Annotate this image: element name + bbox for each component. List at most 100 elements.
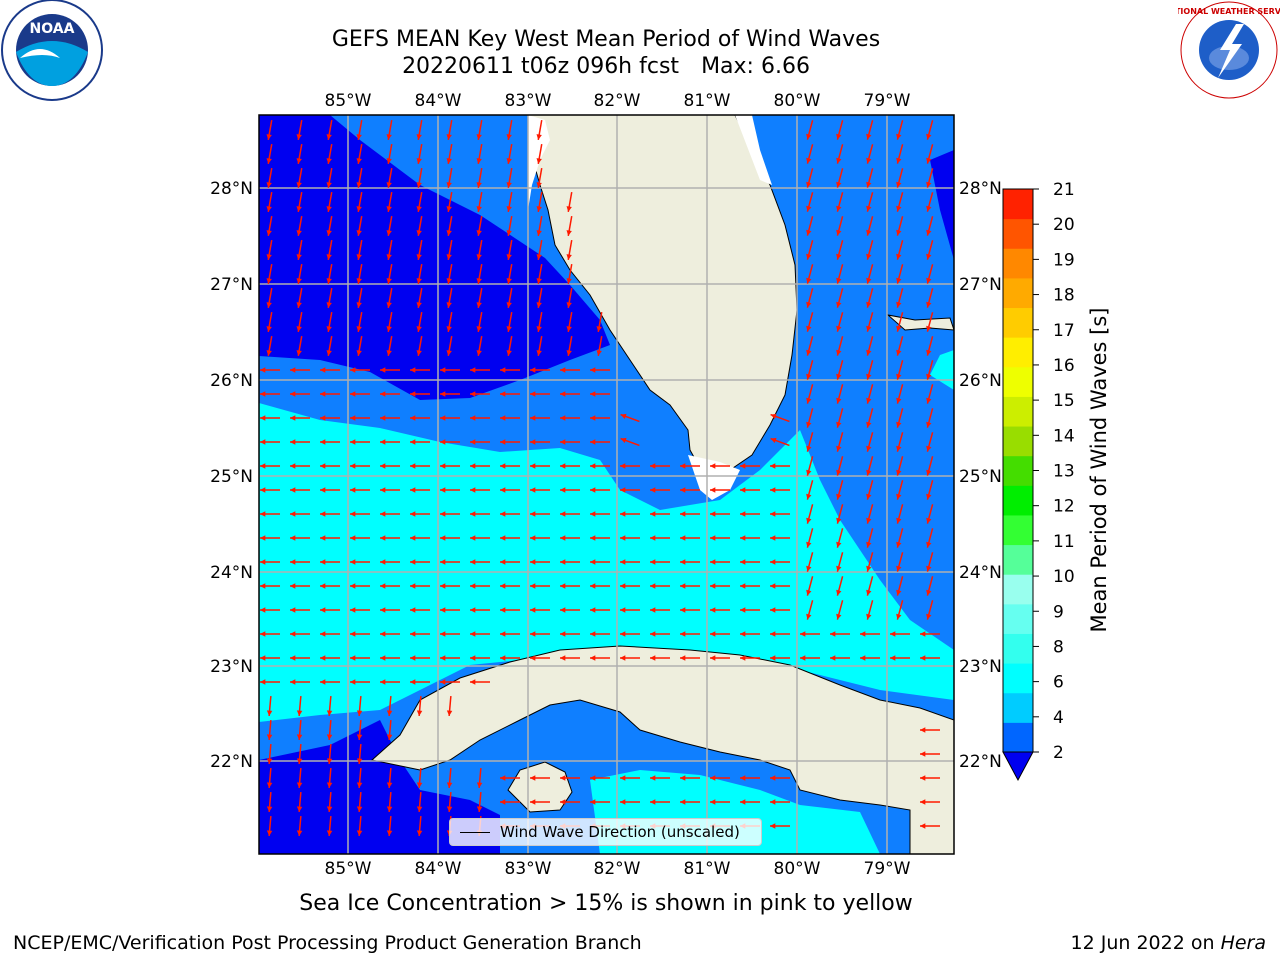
wind-wave-arrow-head: [446, 278, 452, 284]
wind-wave-arrow-head: [380, 607, 386, 613]
wind-wave-arrow-head: [596, 326, 602, 332]
wind-wave-arrow-head: [350, 487, 356, 493]
wind-wave-arrow-head: [410, 439, 416, 445]
wind-wave-arrow-head: [590, 535, 596, 541]
wind-wave-arrow-head: [326, 782, 333, 788]
wind-wave-arrow-head: [266, 158, 272, 164]
wind-wave-arrow-head: [266, 350, 272, 356]
coast-buffer-2: [735, 115, 772, 185]
wind-wave-arrow-head: [560, 367, 566, 373]
wind-wave-arrow-head: [296, 134, 302, 140]
wind-wave-arrow-head: [530, 631, 536, 637]
legend-line-sample: [460, 832, 490, 833]
wind-wave-arrow-head: [530, 775, 536, 781]
wind-wave-arrow-head: [296, 782, 303, 788]
wind-wave-arrow-head: [350, 559, 356, 565]
wind-wave-arrow-head: [896, 517, 902, 524]
colorbar-tick-label: 15: [1053, 391, 1075, 411]
wind-wave-arrow-head: [476, 182, 482, 188]
colorbar-segment: [1003, 218, 1033, 249]
wind-wave-arrow-head: [416, 806, 423, 812]
wind-wave-arrow-head: [866, 541, 872, 548]
lat-label: 22°N: [210, 752, 253, 772]
nws-logo-text: NATIONAL WEATHER SERVICE: [1178, 7, 1280, 16]
wind-wave-arrow-head: [326, 278, 332, 284]
wind-wave-arrow-head: [296, 206, 302, 212]
wind-wave-arrow-head: [326, 230, 332, 236]
wind-wave-arrow-head: [620, 631, 626, 637]
colorbar-extension: [1002, 751, 1034, 782]
wind-wave-arrow-head: [326, 254, 332, 260]
wind-wave-arrow-head: [350, 439, 356, 445]
wind-wave-arrow-head: [446, 350, 452, 356]
lat-labels-right: 28°N 27°N 26°N 25°N 24°N 23°N 22°N: [959, 179, 1002, 772]
wind-wave-arrow-head: [320, 415, 326, 421]
map-legend: Wind Wave Direction (unscaled): [449, 818, 762, 846]
wind-wave-arrow-head: [536, 182, 542, 188]
wind-wave-arrow-head: [386, 158, 392, 164]
wind-wave-arrow-head: [650, 799, 656, 805]
wind-wave-arrow-head: [560, 559, 566, 565]
wind-wave-arrow-head: [416, 326, 422, 332]
wind-wave-arrow-head: [806, 469, 812, 476]
wind-wave-arrow-head: [896, 301, 902, 308]
colorbar-tick-label: 12: [1053, 497, 1075, 517]
wind-wave-arrow-head: [680, 463, 686, 469]
wind-wave-arrow-head: [530, 391, 536, 397]
wind-wave-arrow-head: [326, 710, 333, 716]
lon-label: 83°W: [505, 859, 552, 879]
wind-wave-arrow-head: [566, 278, 572, 284]
wind-wave-arrow-head: [446, 254, 452, 260]
wind-wave-arrow-head: [926, 253, 932, 260]
wind-wave-arrow-head: [890, 655, 896, 661]
lat-label: 28°N: [959, 179, 1002, 199]
wind-wave-arrow-head: [500, 559, 506, 565]
wind-wave-arrow-head: [806, 541, 812, 548]
wind-wave-arrow-head: [476, 278, 482, 284]
wind-wave-arrow-head: [386, 326, 392, 332]
wind-wave-arrow-head: [866, 253, 872, 260]
colorbar-segment: [1003, 189, 1033, 220]
wind-wave-arrow-head: [770, 413, 777, 419]
wind-wave-arrow-head: [320, 487, 326, 493]
land-bahamas: [886, 314, 954, 331]
wind-wave-arrow-head: [680, 511, 686, 517]
wind-wave-arrow-head: [290, 367, 296, 373]
wind-wave-arrow-head: [470, 415, 476, 421]
wind-wave-arrow-head: [290, 655, 296, 661]
wind-wave-arrow-head: [926, 589, 932, 596]
wind-wave-arrow-head: [536, 230, 542, 236]
wind-wave-arrow-head: [590, 415, 596, 421]
wind-wave-arrow-head: [806, 301, 812, 308]
colorbar-tick-label: 14: [1053, 426, 1075, 446]
wind-wave-arrow-head: [416, 134, 422, 140]
wind-wave-arrow-head: [290, 463, 296, 469]
wind-wave-arrow-head: [590, 487, 596, 493]
wind-wave-arrow-head: [680, 655, 686, 661]
wind-wave-arrow-head: [476, 350, 482, 356]
deep-region-nw: [259, 115, 610, 400]
wind-wave-arrow-head: [800, 631, 806, 637]
wind-wave-arrow-head: [836, 493, 842, 500]
wind-wave-arrow-head: [680, 631, 686, 637]
wind-wave-arrow-head: [830, 631, 836, 637]
wind-wave-arrow-head: [926, 181, 932, 188]
wind-wave-arrow-head: [710, 511, 716, 517]
wind-wave-arrow-head: [866, 157, 872, 164]
wind-wave-arrow-head: [560, 511, 566, 517]
wind-wave-arrow-head: [296, 254, 302, 260]
wind-wave-arrow-head: [356, 206, 362, 212]
wind-wave-arrow-head: [506, 230, 512, 236]
wind-wave-arrow-head: [416, 302, 422, 308]
wind-wave-arrow-head: [500, 463, 506, 469]
wind-wave-arrow-head: [836, 445, 842, 452]
wind-wave-arrow-head: [446, 182, 452, 188]
wind-wave-arrow-head: [296, 806, 303, 812]
wind-wave-arrow-head: [896, 325, 902, 332]
wind-wave-arrow-head: [866, 325, 872, 332]
wind-wave-arrow-head: [770, 607, 776, 613]
wind-wave-arrow-head: [290, 535, 296, 541]
wind-wave-arrow-head: [260, 583, 266, 589]
wind-wave-arrow-head: [710, 607, 716, 613]
wind-wave-arrow-head: [836, 349, 842, 356]
